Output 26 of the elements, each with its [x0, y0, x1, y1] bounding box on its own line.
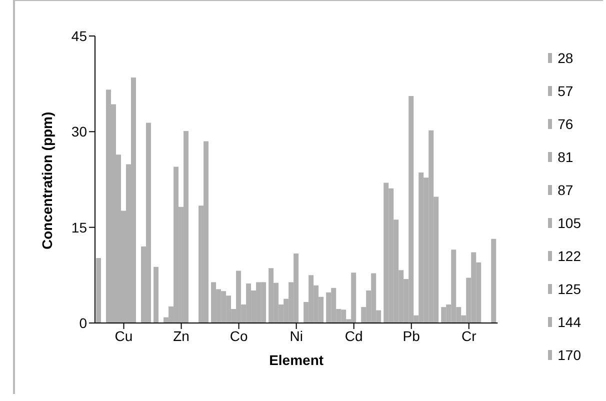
legend-label: 122: [558, 248, 581, 264]
legend-label: 81: [558, 148, 574, 164]
x-tick-label: Ni: [290, 328, 303, 344]
legend-label: 170: [558, 346, 581, 362]
x-tick-label: Zn: [173, 328, 190, 344]
y-tick-label: 15: [71, 219, 88, 236]
bar: [491, 238, 496, 323]
legend-label: 76: [558, 116, 574, 132]
x-tick-label: Cu: [114, 328, 133, 344]
x-tick-label: Pb: [402, 328, 420, 344]
bar: [96, 258, 101, 323]
y-tick-label: 45: [71, 28, 88, 44]
y-tick-label: 30: [71, 124, 88, 140]
legend-label: 87: [558, 182, 574, 198]
x-tick-label: Cd: [344, 328, 363, 344]
y-axis-title: Concentration (ppm): [38, 112, 55, 250]
legend-label: 125: [558, 280, 581, 296]
legend-label: 105: [558, 214, 581, 230]
x-tick-label: Co: [230, 328, 248, 344]
legend-label: 144: [558, 314, 581, 330]
legend-label: 28: [558, 50, 574, 66]
y-tick-label: 0: [79, 314, 88, 331]
x-tick-label: Cr: [461, 328, 477, 344]
legend-label: 57: [558, 82, 574, 98]
x-axis-title: Element: [269, 352, 324, 368]
bar: [154, 266, 159, 323]
